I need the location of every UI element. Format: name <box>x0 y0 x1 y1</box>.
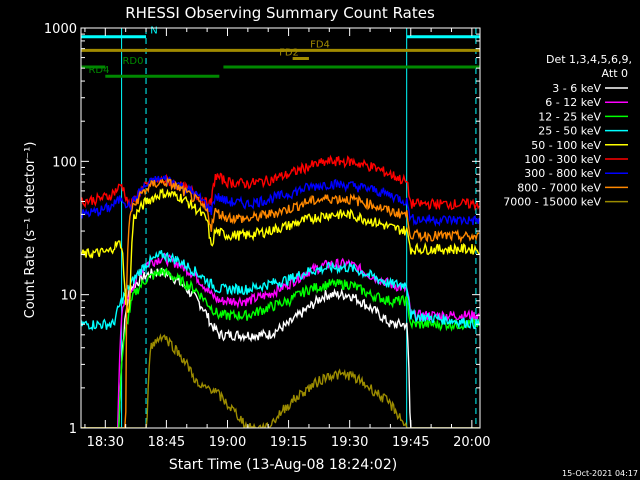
x-tick-label-4: 19:30 <box>331 435 368 450</box>
legend-label-3: 25 - 50 keV <box>538 125 601 138</box>
y-tick-label-0: 1 <box>69 422 77 437</box>
detectors-label: Det 1,3,4,5,6,9, <box>546 53 632 66</box>
x-tick-label-5: 19:45 <box>392 435 429 450</box>
legend-label-4: 50 - 100 keV <box>531 139 601 152</box>
series-line-8 <box>81 333 480 428</box>
series-line-5 <box>81 154 480 212</box>
y-tick-label-1: 10 <box>60 289 77 304</box>
x-axis-label: Start Time (13-Aug-08 18:24:02) <box>169 457 397 473</box>
series-line-4 <box>81 188 480 313</box>
plot-area <box>81 28 480 428</box>
legend-label-2: 12 - 25 keV <box>538 110 601 123</box>
x-tick-label-2: 19:00 <box>209 435 246 450</box>
legend-label-7: 800 - 7000 keV <box>517 181 601 194</box>
series-line-1 <box>81 252 480 428</box>
state-bar-label-0: N <box>150 26 157 37</box>
legend-label-5: 100 - 300 keV <box>524 153 601 166</box>
attenuator-label: Att 0 <box>602 67 628 80</box>
series-line-2 <box>81 267 480 428</box>
state-bar-label-3: RD0 <box>122 56 143 67</box>
chart-title: RHESSI Observing Summary Count Rates <box>125 4 435 22</box>
series-line-7 <box>81 178 480 428</box>
y-tick-label-2: 100 <box>52 155 77 170</box>
legend-label-8: 7000 - 15000 keV <box>503 196 601 209</box>
footer-date: 15-Oct-2021 04:17 <box>562 469 638 478</box>
state-bar-label-1: FD4 <box>310 39 330 50</box>
series-line-0 <box>81 267 480 428</box>
y-tick-label-3: 1000 <box>44 22 77 37</box>
x-tick-label-0: 18:30 <box>87 435 124 450</box>
state-bar-label-2: FD2 <box>279 48 299 59</box>
plot-frame <box>80 27 481 429</box>
x-tick-label-6: 20:00 <box>453 435 490 450</box>
legend-label-1: 6 - 12 keV <box>545 96 601 109</box>
legend-label-6: 300 - 800 keV <box>524 167 601 180</box>
x-tick-label-3: 19:15 <box>270 435 307 450</box>
y-axis-label: Count Rate (s⁻¹ detector⁻¹) <box>23 142 38 319</box>
series-line-3 <box>81 249 480 331</box>
state-bar-label-4: RD4 <box>88 65 109 76</box>
series-line-6 <box>81 175 480 227</box>
legend-label-0: 3 - 6 keV <box>552 82 601 95</box>
x-tick-label-1: 18:45 <box>148 435 185 450</box>
